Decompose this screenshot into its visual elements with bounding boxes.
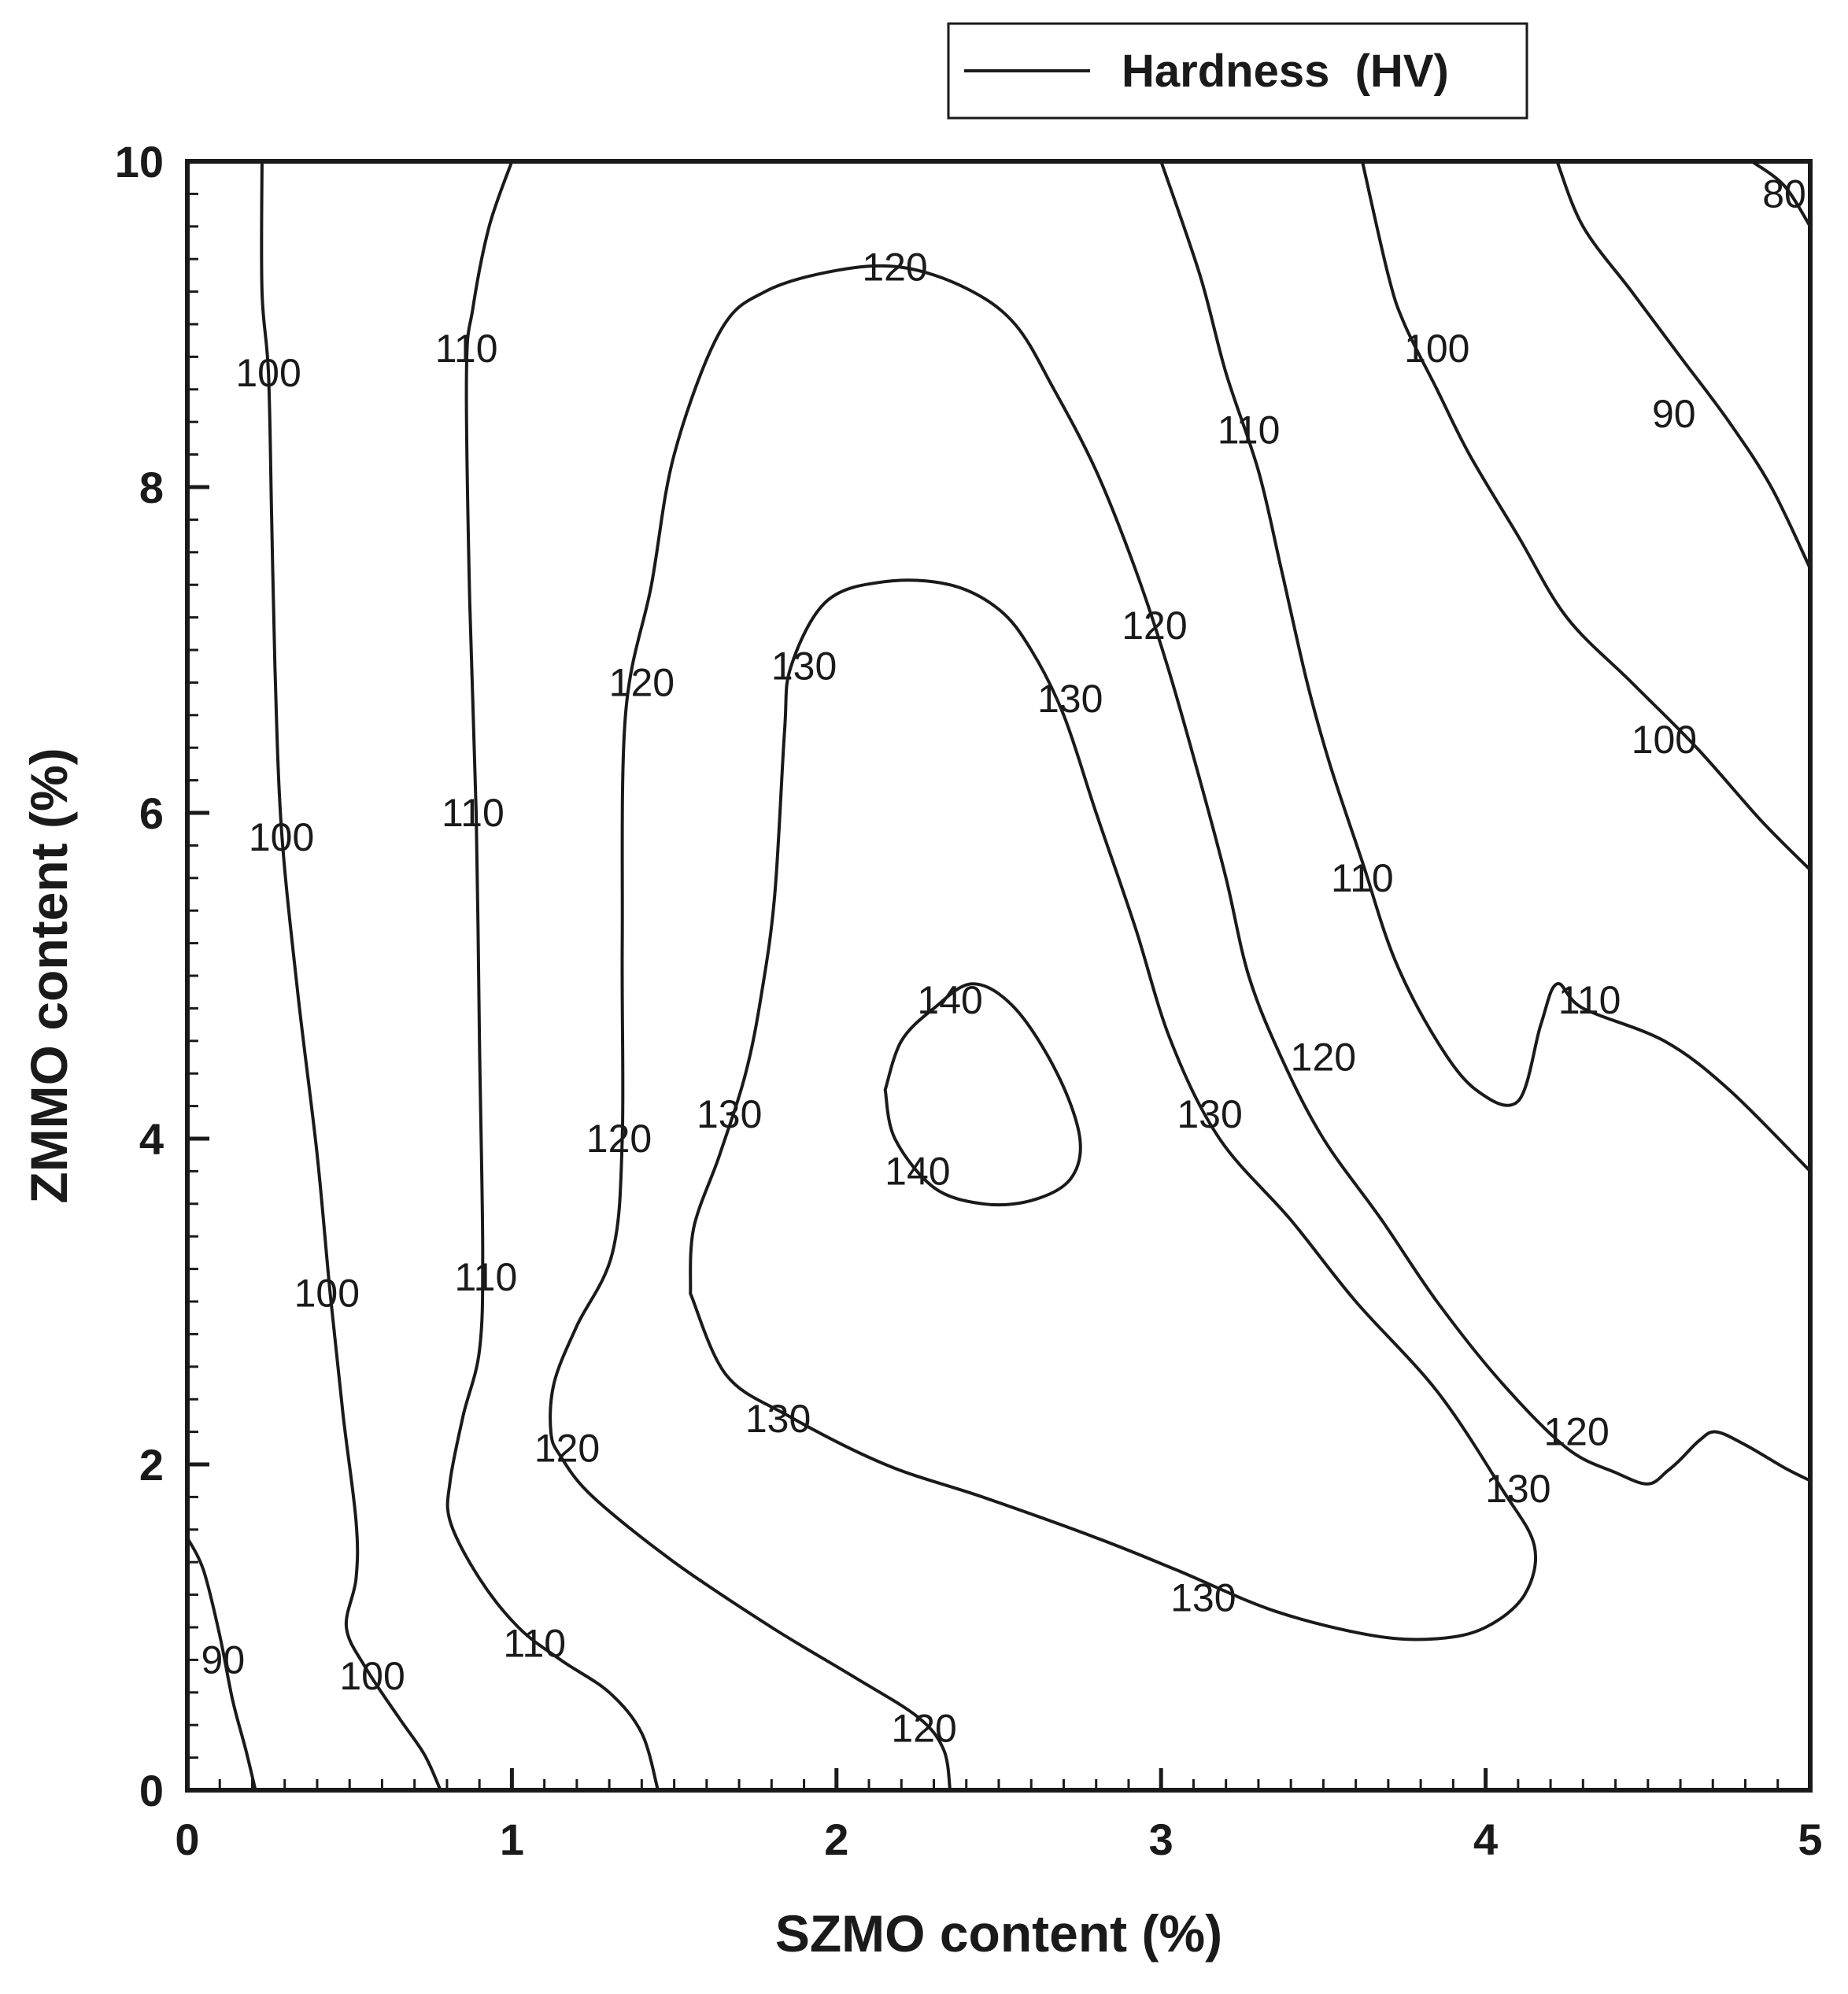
- contour-label-16: 120: [1543, 1410, 1609, 1454]
- contour-label-5: 110: [435, 327, 498, 371]
- contour-line-100-1: [260, 160, 442, 1792]
- y-axis-title: ZMMO content (%): [20, 748, 78, 1203]
- contour-line-90-8: [1555, 160, 1812, 571]
- contour-line-110-6: [1159, 160, 1812, 1173]
- contour-line-110-2: [445, 160, 660, 1792]
- y-tick-label: 4: [139, 1114, 164, 1164]
- contour-label-19: 130: [745, 1397, 811, 1441]
- contour-label-23: 130: [1485, 1467, 1550, 1511]
- contour-label-0: 90: [201, 1638, 246, 1682]
- contour-label-8: 110: [503, 1622, 566, 1666]
- axis-tick-labels: 0 1 2 3 4 5 0 2 4 6 8 10: [115, 137, 1823, 1864]
- y-tick-label: 6: [139, 788, 164, 838]
- y-tick-label: 2: [139, 1440, 164, 1490]
- contour-line-90-0: [186, 1536, 257, 1792]
- contour-label-10: 120: [586, 1117, 652, 1161]
- y-tick-label: 10: [115, 137, 164, 186]
- contour-line-100-7: [1360, 160, 1812, 872]
- contour-label-12: 120: [862, 246, 927, 290]
- legend-label: Hardness (HV): [1122, 46, 1449, 97]
- contour-label-2: 100: [249, 815, 314, 859]
- contour-line-140-5: [883, 982, 1082, 1207]
- contour-label-1: 100: [235, 351, 301, 395]
- contour-label-32: 80: [1762, 172, 1806, 216]
- contour-label-13: 120: [891, 1706, 956, 1750]
- contour-label-14: 120: [1122, 604, 1187, 648]
- x-tick-label: 1: [500, 1815, 524, 1864]
- contour-label-17: 130: [771, 644, 837, 689]
- x-axis-title: SZMO content (%): [775, 1904, 1222, 1963]
- y-tick-label: 0: [139, 1766, 164, 1815]
- contour-label-6: 110: [442, 791, 505, 835]
- contour-label-27: 110: [1331, 856, 1394, 900]
- contour-line-80-9: [1750, 160, 1812, 228]
- contour-label-11: 120: [534, 1426, 600, 1470]
- axis-ticks: [185, 159, 1813, 1793]
- legend: Hardness (HV): [947, 22, 1528, 120]
- contour-label-3: 100: [294, 1272, 360, 1316]
- contour-label-25: 140: [885, 1149, 950, 1193]
- contour-line-120-3: [549, 264, 1812, 1792]
- x-tick-label: 5: [1798, 1815, 1822, 1864]
- contour-label-15: 120: [1291, 1036, 1356, 1080]
- contour-label-26: 110: [1218, 408, 1281, 452]
- contour-label-9: 120: [609, 660, 675, 704]
- contour-label-24: 140: [917, 978, 982, 1022]
- contour-label-30: 100: [1632, 718, 1697, 762]
- x-tick-label: 3: [1149, 1815, 1173, 1864]
- contour-label-18: 130: [697, 1092, 762, 1136]
- contour-label-29: 100: [1404, 327, 1469, 371]
- contour-label-20: 130: [1037, 677, 1103, 721]
- contour-labels: 90 100 100 100 100 110 110 110 110 120 120 120 120 12…: [201, 172, 1806, 1750]
- x-tick-label: 4: [1473, 1815, 1498, 1864]
- contour-label-4: 100: [339, 1654, 405, 1698]
- y-tick-label: 8: [139, 463, 164, 512]
- contour-lines: [186, 160, 1812, 1792]
- x-tick-label: 2: [824, 1815, 848, 1864]
- contour-line-130-4: [689, 578, 1538, 1641]
- contour-label-22: 130: [1170, 1576, 1236, 1620]
- contour-label-28: 110: [1558, 978, 1621, 1022]
- contour-label-7: 110: [455, 1255, 518, 1299]
- contour-label-31: 90: [1652, 392, 1696, 436]
- x-tick-label: 0: [175, 1815, 199, 1864]
- contour-label-21: 130: [1177, 1092, 1242, 1136]
